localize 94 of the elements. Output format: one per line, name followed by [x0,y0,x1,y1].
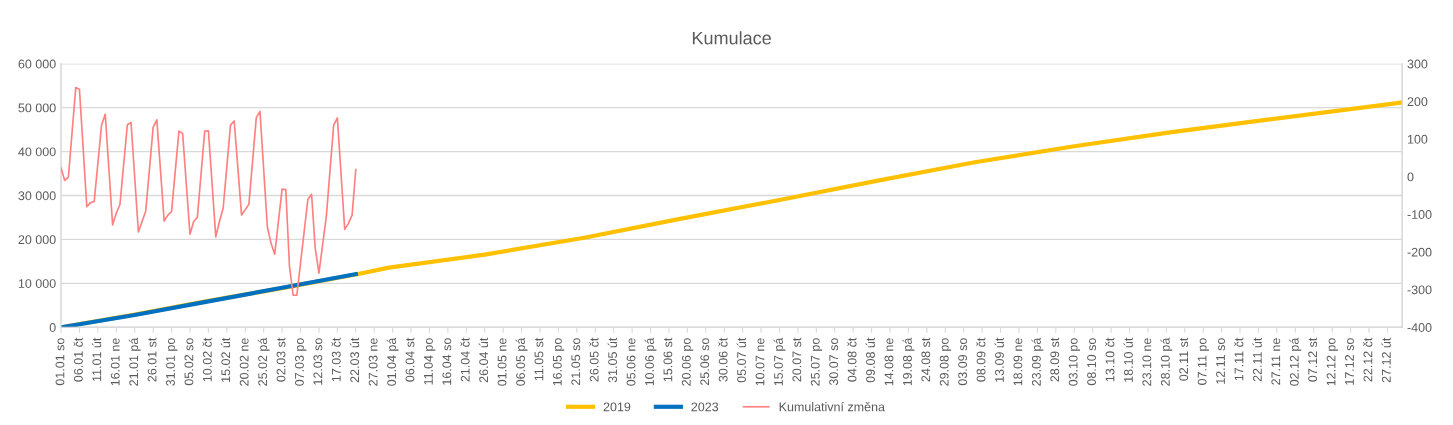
x-tick-label: 09.08 út [865,337,875,383]
x-tick-label: 02.03 st [276,337,286,382]
x-tick-label: 21.05 so [571,338,581,385]
y-tick-label: 40 000 [18,147,56,157]
x-tick-label: 10.06 pá [644,337,657,386]
x-tick-label: 19.08 pá [902,337,915,386]
x-tick-label: 07.12 st [1308,337,1318,382]
x-tick-label: 23.10 ne [1142,338,1152,386]
x-tick-label: 25.07 po [810,338,823,386]
y2-tick-label: 300 [1407,59,1428,69]
x-tick-label: 31.01 po [166,338,178,386]
x-tick-label: 11.04 po [423,338,436,385]
x-tick-label: 23.09 pá [1031,337,1044,386]
x-tick-label: 15.07 pá [773,337,786,386]
x-tick-label: 27.11 ne [1271,338,1281,385]
legend-label: Kumulativní změna [779,401,885,412]
x-tick-label: 22.12 čt [1363,337,1373,382]
y2-tick-label: 200 [1407,97,1428,107]
x-tick-label: 10.07 ne [755,338,765,386]
x-tick-label: 12.11 so [1216,338,1225,384]
x-tick-label: 28.10 pá [1160,337,1173,386]
y-tick-label: 60 000 [18,59,56,69]
x-tick-label: 10.02 čt [202,337,212,382]
x-tick-label: 16.05 po [552,338,565,386]
x-tick-label: 05.06 ne [626,338,636,386]
y2-tick-label: -300 [1407,285,1432,295]
x-tick-label: 20.07 st [792,337,802,382]
y2-tick-label: -400 [1407,323,1432,332]
x-tick-label: 20.02 ne [239,338,249,386]
x-tick-label: 17.11 čt [1234,337,1244,381]
x-tick-label: 21.01 pá [128,337,141,386]
x-tick-label: 30.06 čt [718,337,728,382]
x-tick-label: 26.04 út [478,337,489,383]
y2-tick-label: -100 [1407,210,1432,219]
x-tick-label: 03.10 po [1068,338,1081,386]
x-tick-label: 14.08 ne [884,338,894,386]
x-tick-label: 17.12 so [1345,338,1354,385]
x-tick-label: 20.06 po [681,338,694,386]
x-tick-label: 11.01 út [91,337,102,381]
x-tick-label: 12.12 po [1326,338,1338,386]
y2-tick-label: -200 [1407,247,1432,257]
y-tick-label: 30 000 [18,191,56,201]
legend-label: 2019 [603,402,631,412]
chart-title: Kumulace [692,31,771,45]
line-series [61,86,357,297]
legend-label: 2023 [691,402,719,412]
x-tick-label: 06.05 pá [515,337,528,386]
x-tick-label: 26.01 st [147,337,157,382]
y-tick-label: 20 000 [18,235,56,245]
x-tick-label: 24.08 st [921,337,931,382]
x-tick-label: 15.06 st [663,337,673,382]
x-tick-label: 29.08 po [939,338,952,386]
x-tick-label: 01.01 so [55,338,65,386]
x-tick-label: 16.01 ne [110,338,120,386]
x-tick-label: 08.10 so [1087,338,1097,386]
x-tick-label: 18.10 út [1123,337,1133,382]
x-tick-label: 05.02 so [184,338,194,386]
x-tick-label: 04.08 čt [847,337,857,382]
x-tick-label: 01.05 ne [497,338,507,386]
x-tick-label: 25.06 so [700,338,710,385]
x-tick-label: 26.05 čt [589,337,599,382]
x-tick-label: 31.05 út [607,337,618,383]
y2-tick-label: 0 [1407,172,1414,182]
x-tick-label: 27.12 út [1381,337,1391,383]
x-tick-label: 21.04 čt [460,337,470,382]
x-tick-label: 18.09 ne [1013,338,1023,386]
x-tick-label: 11.05 st [534,337,544,381]
x-tick-label: 06.04 st [405,337,415,382]
line-series [61,272,358,328]
x-tick-label: 12.03 so [313,338,323,385]
x-tick-label: 02.11 st [1179,337,1189,381]
y-tick-label: 50 000 [18,103,56,113]
x-tick-label: 07.03 po [295,338,307,386]
x-tick-label: 02.12 pá [1289,337,1302,386]
x-tick-label: 22.11 út [1252,337,1262,382]
x-tick-label: 03.09 so [958,338,968,386]
x-tick-label: 13.09 út [994,337,1004,382]
x-tick-label: 06.01 čt [73,337,83,382]
x-tick-label: 07.11 po [1197,338,1210,385]
x-tick-label: 08.09 čt [976,337,986,382]
x-tick-label: 01.04 pá [386,337,399,386]
x-tick-label: 27.03 ne [368,338,378,386]
y-tick-label: 10 000 [18,279,56,288]
x-tick-label: 28.09 st [1050,337,1060,382]
x-tick-label: 30.07 so [829,338,839,386]
x-tick-label: 13.10 čt [1105,337,1115,382]
x-tick-label: 16.04 so [442,338,452,385]
y-tick-label: 0 [49,323,56,332]
x-tick-label: 15.02 út [220,337,231,382]
x-tick-label: 25.02 pá [257,337,270,386]
x-tick-label: 22.03 út [349,337,360,383]
x-tick-label: 17.03 čt [331,337,341,382]
y2-tick-label: 100 [1407,134,1428,144]
x-tick-label: 05.07 út [736,337,746,383]
